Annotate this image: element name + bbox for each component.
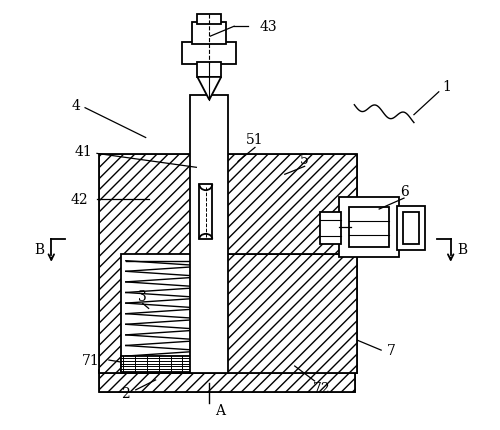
- Bar: [192, 23, 226, 45]
- Bar: [99, 155, 210, 373]
- Text: 5: 5: [300, 153, 309, 167]
- Bar: [210, 254, 358, 373]
- Bar: [198, 15, 221, 25]
- Bar: [99, 370, 355, 392]
- Bar: [403, 212, 419, 244]
- Bar: [350, 208, 389, 247]
- Text: B: B: [34, 242, 44, 256]
- Text: A: A: [215, 403, 225, 417]
- Bar: [210, 155, 358, 254]
- Text: 6: 6: [400, 185, 408, 199]
- Text: 7: 7: [386, 343, 396, 357]
- Bar: [99, 370, 355, 392]
- Text: 43: 43: [259, 20, 276, 34]
- Text: 51: 51: [246, 133, 264, 147]
- Text: 1: 1: [442, 80, 451, 94]
- Text: B: B: [458, 242, 468, 256]
- Bar: [210, 254, 358, 373]
- Bar: [99, 155, 210, 373]
- Bar: [121, 356, 210, 372]
- Bar: [198, 63, 221, 78]
- Bar: [320, 212, 342, 244]
- Bar: [340, 198, 399, 257]
- Bar: [397, 206, 425, 250]
- Text: 4: 4: [72, 98, 80, 113]
- Polygon shape: [198, 78, 221, 101]
- Text: 2: 2: [122, 386, 130, 400]
- Bar: [210, 155, 358, 254]
- Text: 41: 41: [74, 145, 92, 159]
- Bar: [200, 185, 212, 239]
- Text: 72: 72: [312, 381, 330, 395]
- Text: 42: 42: [70, 193, 88, 207]
- Text: 3: 3: [138, 290, 147, 304]
- Bar: [190, 95, 228, 373]
- Bar: [182, 43, 236, 65]
- Bar: [121, 254, 210, 373]
- Text: 71: 71: [82, 353, 100, 367]
